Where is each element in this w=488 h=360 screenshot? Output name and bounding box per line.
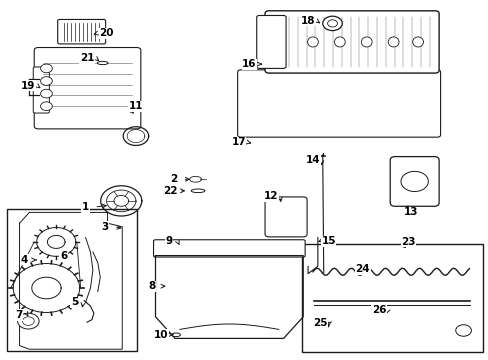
Ellipse shape bbox=[97, 61, 108, 65]
Circle shape bbox=[400, 171, 427, 192]
Text: 21: 21 bbox=[80, 53, 94, 63]
Text: 20: 20 bbox=[99, 28, 114, 38]
Text: 15: 15 bbox=[321, 236, 335, 246]
FancyBboxPatch shape bbox=[34, 48, 141, 129]
Text: 9: 9 bbox=[165, 236, 172, 246]
Circle shape bbox=[322, 16, 342, 31]
FancyBboxPatch shape bbox=[153, 240, 305, 257]
FancyBboxPatch shape bbox=[264, 11, 438, 73]
Text: 10: 10 bbox=[154, 330, 168, 340]
Text: 3: 3 bbox=[102, 222, 108, 232]
Text: 7: 7 bbox=[15, 310, 22, 320]
Ellipse shape bbox=[307, 37, 318, 47]
Text: 26: 26 bbox=[371, 305, 386, 315]
FancyBboxPatch shape bbox=[58, 19, 105, 44]
Circle shape bbox=[41, 89, 52, 98]
Text: 17: 17 bbox=[231, 137, 245, 147]
FancyBboxPatch shape bbox=[237, 70, 440, 137]
Text: 5: 5 bbox=[71, 297, 78, 307]
Text: 25: 25 bbox=[312, 318, 327, 328]
Text: 12: 12 bbox=[264, 191, 278, 201]
Text: 2: 2 bbox=[170, 174, 177, 184]
Ellipse shape bbox=[191, 189, 204, 193]
Bar bbox=[7, 209, 137, 351]
FancyBboxPatch shape bbox=[33, 67, 49, 113]
Text: 24: 24 bbox=[355, 264, 369, 274]
Circle shape bbox=[41, 102, 52, 111]
Text: 19: 19 bbox=[21, 81, 36, 91]
Text: 8: 8 bbox=[148, 281, 155, 291]
FancyBboxPatch shape bbox=[256, 15, 285, 68]
Text: 1: 1 bbox=[82, 202, 89, 212]
Text: 13: 13 bbox=[403, 207, 417, 217]
Text: 6: 6 bbox=[60, 251, 67, 261]
Ellipse shape bbox=[412, 37, 423, 47]
Ellipse shape bbox=[387, 37, 398, 47]
Circle shape bbox=[41, 77, 52, 85]
Ellipse shape bbox=[171, 333, 180, 337]
Circle shape bbox=[41, 64, 52, 73]
Text: 22: 22 bbox=[163, 186, 177, 196]
Ellipse shape bbox=[361, 37, 371, 47]
Circle shape bbox=[455, 325, 470, 336]
Circle shape bbox=[22, 317, 34, 325]
FancyBboxPatch shape bbox=[264, 197, 306, 237]
Bar bbox=[302, 244, 482, 352]
Text: 11: 11 bbox=[128, 101, 143, 111]
Circle shape bbox=[18, 313, 39, 329]
FancyBboxPatch shape bbox=[389, 157, 438, 206]
Text: 16: 16 bbox=[242, 59, 256, 69]
Text: 4: 4 bbox=[20, 255, 28, 265]
Circle shape bbox=[327, 20, 337, 27]
Text: 14: 14 bbox=[305, 155, 320, 165]
Text: 18: 18 bbox=[300, 16, 315, 26]
Ellipse shape bbox=[316, 323, 328, 328]
Text: 23: 23 bbox=[400, 237, 415, 247]
Ellipse shape bbox=[334, 37, 345, 47]
